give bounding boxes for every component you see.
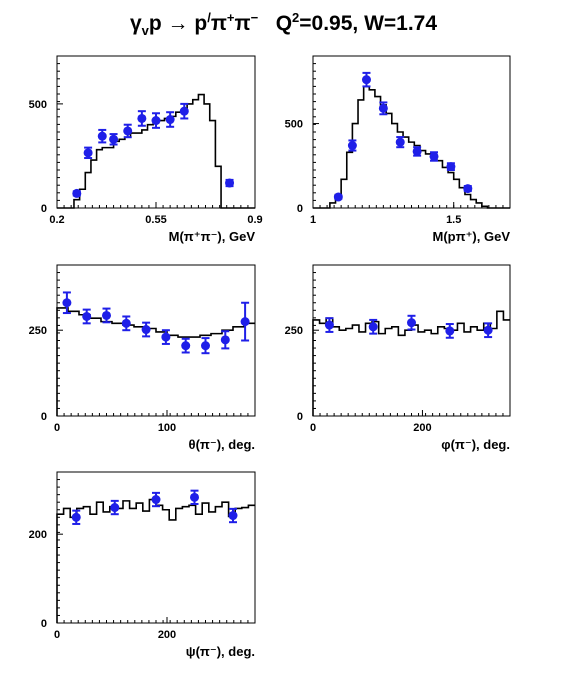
y-tick-label: 0 [41,411,47,423]
histogram-line [313,85,510,209]
prime-mark: / [207,10,211,25]
data-point [151,495,161,505]
gamma-symbol: γ [129,12,142,35]
data-point [407,318,416,328]
gamma-subscript: v [141,23,149,39]
data-point [190,492,199,502]
plot-frame [56,55,256,209]
x-tick-label: 1.5 [446,214,461,226]
x-tick-label: 0 [310,422,316,434]
x-tick-label: 0.9 [247,214,262,226]
data-point [123,126,133,136]
pi-symbol: π [210,12,227,35]
data-point [201,341,210,351]
pi-symbol-2: π [234,12,251,35]
panel-4: 0 200 0 250 φ(π⁻), deg. [285,264,511,452]
data-point [220,335,230,345]
target-proton: p [148,12,162,35]
x-tick-label: 0 [54,629,60,641]
reaction-arrow: → [167,12,189,35]
x-axis-label: M(π⁺π⁻), GeV [169,229,256,244]
y-tick-label: 250 [29,325,47,337]
x-axis-label: ψ(π⁻), deg. [186,644,255,659]
data-point [446,162,456,172]
y-tick-label: 500 [29,99,47,111]
histogram-line [56,498,255,623]
x-axis-label: M(pπ⁺), GeV [433,229,511,244]
data-point [225,178,235,188]
data-point [82,311,92,321]
x-tick-label: 200 [413,422,431,434]
data-point [71,512,81,522]
x-axis-label: θ(π⁻), deg. [189,437,255,452]
panel-1: 0.2 0.55 0.9 0 500 M(π⁺π⁻), GeV [29,55,263,244]
x-tick-label: 200 [158,629,176,641]
data-point [137,113,147,123]
data-point [161,332,171,342]
data-point [333,192,343,202]
data-point [179,106,189,116]
plot-frame [312,264,511,417]
data-point [102,310,111,320]
data-point [463,184,473,194]
final-proton: p [194,12,208,35]
data-point [324,320,334,330]
panel-5: 0 200 0 200 ψ(π⁻), deg. [29,471,256,659]
data-point [72,188,82,198]
minus-charge: − [250,10,259,25]
data-point [240,317,250,327]
data-point [395,137,405,147]
y-tick-label: 0 [297,203,303,215]
panel-2: 1 1.5 0 500 M(pπ⁺), GeV [285,55,511,244]
plus-charge: + [226,10,235,25]
y-tick-label: 250 [285,325,303,337]
data-point [368,322,378,332]
x-tick-label: 100 [158,422,176,434]
data-point [445,326,455,336]
x-tick-label: 0 [54,422,60,434]
panel-3: 0 100 0 250 θ(π⁻), deg. [29,264,256,452]
kinematics-text: =0.95, W=1.74 [299,12,438,35]
figure-title: γvp → p/π+π− Q2=0.95, W=1.74 [0,10,567,38]
x-axis-label: φ(π⁻), deg. [441,437,510,452]
x-tick-label: 0.2 [49,214,64,226]
y-tick-label: 0 [41,203,47,215]
data-point [361,75,371,85]
q-symbol: Q [275,12,293,35]
data-point [97,131,107,141]
data-point [165,115,175,125]
data-point [412,146,422,156]
histogram-line [57,93,255,209]
data-point [347,141,357,151]
q-exponent: 2 [292,10,300,25]
data-point [483,325,493,335]
data-point [109,134,119,144]
data-point [151,116,161,126]
data-point [110,503,120,513]
data-point [429,151,439,161]
data-point [121,318,131,328]
y-tick-label: 0 [41,618,47,630]
data-point [62,298,72,308]
plot-frame [312,55,511,209]
data-point [228,511,238,521]
y-tick-label: 200 [29,529,47,541]
data-point [378,103,388,113]
x-tick-label: 0.55 [145,214,166,226]
x-tick-label: 1 [310,214,316,226]
data-point [83,148,93,158]
data-point [181,341,191,351]
y-tick-label: 500 [285,119,303,131]
data-point [141,325,151,335]
y-tick-label: 0 [297,411,303,423]
